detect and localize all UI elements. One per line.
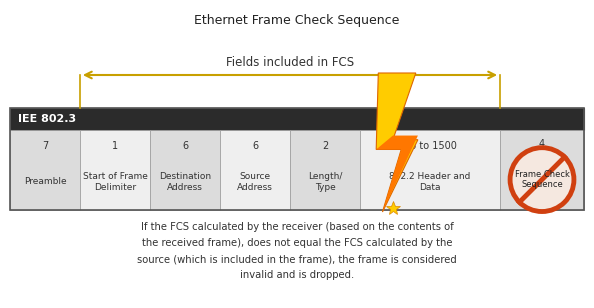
Bar xyxy=(500,130,584,210)
Text: 4: 4 xyxy=(539,139,545,149)
Text: Source
Address: Source Address xyxy=(237,172,273,192)
Text: Length/
Type: Length/ Type xyxy=(308,172,342,192)
Text: the received frame), does not equal the FCS calculated by the: the received frame), does not equal the … xyxy=(142,238,452,248)
Bar xyxy=(80,130,150,210)
Text: Ethernet Frame Check Sequence: Ethernet Frame Check Sequence xyxy=(194,14,400,27)
Text: Start of Frame
Delimiter: Start of Frame Delimiter xyxy=(83,172,147,192)
Text: Frame Check
Sequence: Frame Check Sequence xyxy=(514,170,570,189)
Text: Destination
Address: Destination Address xyxy=(159,172,211,192)
Bar xyxy=(290,130,360,210)
Text: 802.2 Header and
Data: 802.2 Header and Data xyxy=(389,172,470,192)
Text: Preamble: Preamble xyxy=(24,177,67,187)
Text: If the FCS calculated by the receiver (based on the contents of: If the FCS calculated by the receiver (b… xyxy=(141,222,453,232)
Bar xyxy=(150,130,220,210)
Text: IEE 802.3: IEE 802.3 xyxy=(18,114,76,124)
Bar xyxy=(10,130,80,210)
Text: 7: 7 xyxy=(42,141,48,151)
Bar xyxy=(10,108,584,130)
Polygon shape xyxy=(376,136,418,212)
Text: Fields included in FCS: Fields included in FCS xyxy=(226,56,354,69)
Text: invalid and is dropped.: invalid and is dropped. xyxy=(240,270,354,280)
Bar xyxy=(10,108,584,210)
Bar xyxy=(360,130,500,210)
Text: 6: 6 xyxy=(252,141,258,151)
Text: 6: 6 xyxy=(182,141,188,151)
Text: source (which is included in the frame), the frame is considered: source (which is included in the frame),… xyxy=(137,254,457,264)
Text: 2: 2 xyxy=(322,141,328,151)
Bar xyxy=(220,130,290,210)
Text: 1: 1 xyxy=(112,141,118,151)
Polygon shape xyxy=(376,73,418,212)
Text: 46 to 1500: 46 to 1500 xyxy=(403,141,456,151)
Circle shape xyxy=(510,148,574,212)
